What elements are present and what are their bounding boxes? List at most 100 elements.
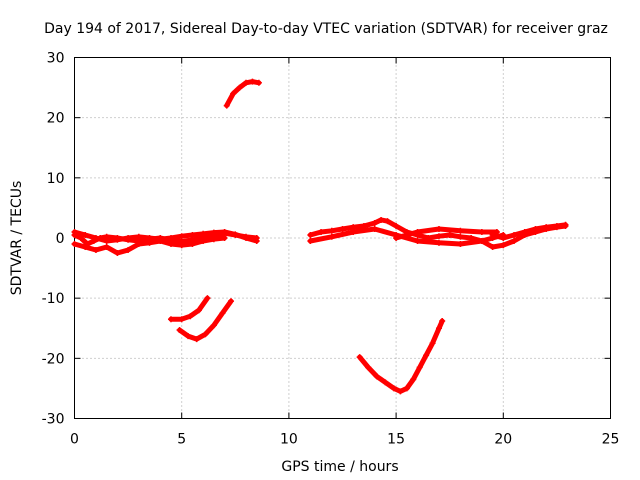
data-point [243, 79, 250, 86]
data-point [307, 231, 314, 238]
data-point [397, 388, 404, 395]
data-point [339, 225, 346, 232]
series-group [71, 78, 569, 395]
data-point [429, 340, 436, 347]
data-point [167, 237, 174, 244]
data-point [125, 247, 132, 254]
data-point [146, 236, 153, 243]
data-point [371, 219, 378, 226]
data-point [562, 221, 569, 228]
data-point [457, 241, 464, 248]
data-point [511, 238, 518, 245]
data-point [77, 235, 84, 241]
data-point [384, 218, 391, 225]
data-point [360, 222, 367, 229]
x-tick-label: 15 [387, 432, 405, 448]
y-tick-label: -20 [42, 351, 65, 367]
data-point [414, 228, 421, 235]
data-point [178, 316, 185, 323]
y-tick-label: 20 [47, 111, 65, 127]
x-axis: 0 5 10 15 20 25 [70, 57, 620, 448]
y-tick-label: 0 [56, 231, 65, 247]
data-point [423, 352, 430, 359]
data-point [390, 385, 397, 392]
data-point [223, 102, 230, 109]
data-point [457, 227, 464, 234]
data-point [232, 231, 239, 238]
x-tick-label: 10 [280, 432, 298, 448]
data-point [210, 322, 217, 329]
data-point [414, 238, 421, 245]
data-point [71, 231, 78, 238]
data-point [167, 316, 174, 323]
data-point [307, 238, 314, 245]
data-point [521, 228, 528, 235]
data-point [489, 231, 496, 238]
data-point [210, 232, 217, 239]
y-tick-label: -10 [42, 291, 65, 307]
data-point [195, 307, 202, 314]
data-point [403, 385, 410, 392]
data-point [253, 235, 260, 241]
data-point [114, 250, 121, 257]
data-point [204, 295, 211, 302]
data-point [435, 225, 442, 232]
data-point [187, 313, 194, 320]
data-point [382, 379, 389, 386]
data-point [378, 216, 385, 223]
data-point [350, 228, 357, 235]
data-point [114, 235, 121, 241]
data-point [373, 373, 380, 380]
data-point [500, 235, 507, 241]
data-point [255, 79, 262, 86]
data-point [243, 233, 250, 240]
data-point [371, 225, 378, 232]
data-point [178, 233, 185, 240]
data-point [135, 238, 142, 245]
data-point [511, 231, 518, 238]
data-point [228, 298, 235, 305]
data-point [221, 230, 228, 237]
data-point [393, 222, 400, 229]
data-point [356, 354, 363, 361]
data-point [84, 241, 91, 248]
data-point [185, 333, 192, 340]
data-point [435, 239, 442, 246]
data-point [92, 247, 99, 254]
y-tick-label: 30 [47, 51, 65, 67]
x-axis-title: GPS time / hours [281, 459, 398, 475]
data-point [410, 376, 417, 383]
data-point [439, 318, 446, 325]
data-point [157, 235, 164, 241]
data-point [393, 235, 400, 241]
data-point [219, 310, 226, 317]
data-point [457, 233, 464, 240]
data-point [90, 238, 97, 245]
data-point [125, 236, 132, 243]
data-point [230, 90, 237, 97]
y-tick-label: 10 [47, 171, 65, 187]
data-point [103, 233, 110, 240]
data-point [553, 222, 560, 229]
data-point [446, 231, 453, 238]
data-point [416, 364, 423, 371]
data-point [318, 228, 325, 235]
data-point [543, 224, 550, 231]
data-point [82, 231, 89, 238]
data-point [97, 235, 104, 241]
data-point [500, 242, 507, 249]
y-axis-title: SDTVAR / TECUs [9, 181, 25, 296]
x-tick-label: 5 [177, 432, 186, 448]
x-tick-label: 20 [494, 432, 512, 448]
data-point [236, 84, 243, 91]
data-point [178, 238, 185, 245]
data-point [532, 225, 539, 232]
x-tick-label: 0 [70, 432, 79, 448]
data-point [365, 364, 372, 371]
x-tick-label: 25 [602, 432, 620, 448]
data-point [200, 235, 207, 241]
y-axis: -30 -20 -10 0 10 20 30 [42, 51, 611, 428]
y-tick-label: -30 [42, 412, 65, 428]
data-point [435, 325, 442, 332]
